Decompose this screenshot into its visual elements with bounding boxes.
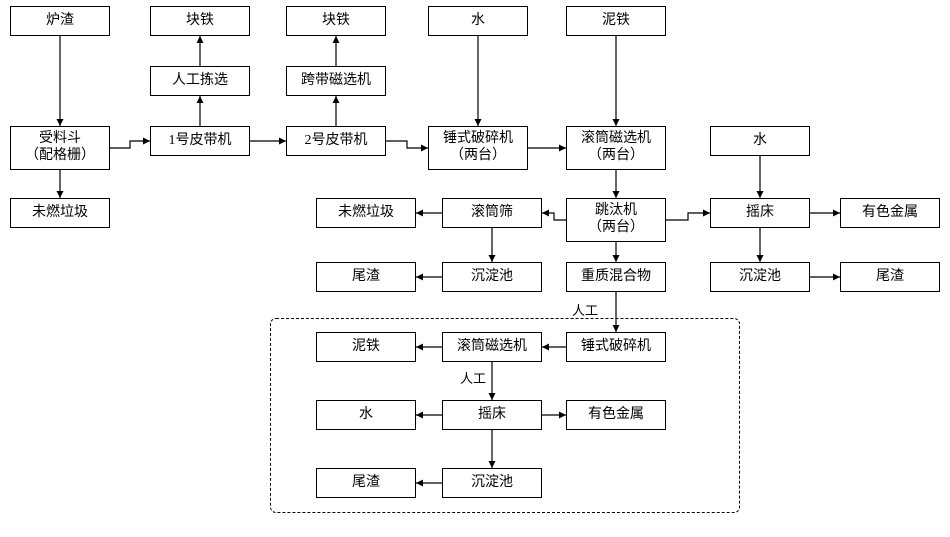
edge-shouliaodou-to-pidaiji_1 [110, 141, 150, 148]
edge-tiaotaiji-to-yaochuang_right [666, 213, 710, 220]
edge-tiaotaiji-to-guntong_shai [542, 213, 566, 220]
edges-layer [0, 0, 950, 537]
flowchart: 炉渣块铁块铁水泥铁人工拣选跨带磁选机受料斗 （配格栅）1号皮带机2号皮带机锤式破… [0, 0, 950, 537]
edge-pidaiji_2-to-chuishi_posuiji [386, 141, 428, 148]
